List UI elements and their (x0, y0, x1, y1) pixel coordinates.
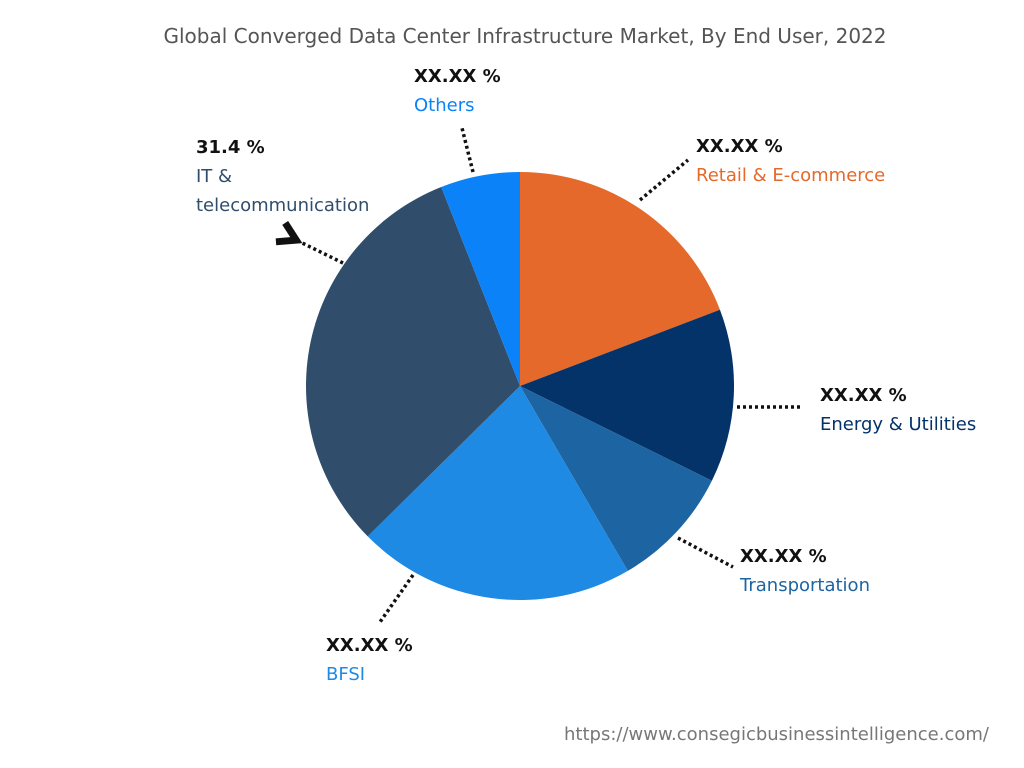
leader-it (275, 221, 344, 265)
value-it: 31.4 % (196, 137, 265, 158)
label-energy: XX.XX % Energy & Utilities (820, 381, 976, 439)
name-transportation: Transportation (740, 575, 870, 596)
leader-others (460, 127, 475, 173)
label-others: XX.XX % Others (414, 62, 501, 120)
value-retail: XX.XX % (696, 136, 783, 157)
name-bfsi: BFSI (326, 664, 366, 685)
chart-title: Global Converged Data Center Infrastruct… (163, 24, 887, 48)
name-it: IT & telecommunication (196, 166, 370, 216)
leader-transportation (677, 536, 734, 569)
slice-others (441, 172, 520, 386)
label-transportation: XX.XX % Transportation (740, 542, 870, 600)
slice-retail-e-commerce (520, 172, 720, 386)
label-retail: XX.XX % Retail & E-commerce (696, 132, 885, 190)
value-others: XX.XX % (414, 66, 501, 87)
slice-it-telecommunication (306, 187, 520, 537)
value-bfsi: XX.XX % (326, 635, 413, 656)
label-bfsi: XX.XX % BFSI (326, 631, 413, 689)
label-it: 31.4 % IT & telecommunication (196, 133, 386, 220)
value-energy: XX.XX % (820, 385, 907, 406)
name-energy: Energy & Utilities (820, 414, 977, 435)
slice-energy-utilities (520, 309, 734, 481)
leader-retail (638, 158, 690, 202)
name-retail: Retail & E-commerce (696, 165, 886, 186)
value-transportation: XX.XX % (740, 546, 827, 567)
leader-bfsi (378, 573, 415, 624)
slice-transportation (520, 386, 712, 571)
source-url[interactable]: https://www.consegicbusinessintelligence… (564, 724, 989, 745)
name-others: Others (414, 95, 475, 116)
slice-bfsi (367, 386, 628, 601)
